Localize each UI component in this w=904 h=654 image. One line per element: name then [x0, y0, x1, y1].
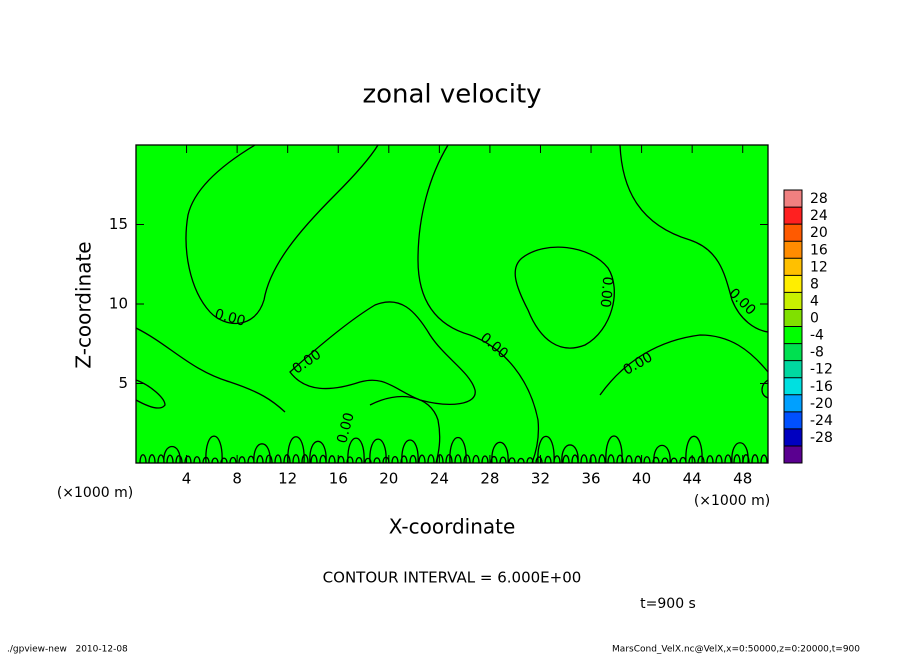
colorbar-label: 0: [810, 311, 819, 327]
y-unit: (×1000 m): [57, 485, 133, 501]
colorbar-box: [784, 292, 802, 310]
contour-interval: CONTOUR INTERVAL = 6.000E+00: [323, 569, 582, 587]
colorbar-box: [784, 428, 802, 446]
contour-line: [139, 435, 768, 464]
colorbar-label: 20: [810, 225, 828, 241]
colorbar-box: [784, 275, 802, 293]
x-tick-label: 20: [379, 470, 398, 488]
colorbar-box: [784, 411, 802, 429]
colorbar-label: -8: [810, 345, 824, 361]
x-tick-label: 40: [632, 470, 651, 488]
colorbar-label: 12: [810, 259, 828, 275]
time-label: t=900 s: [640, 596, 696, 612]
colorbar-box: [784, 445, 802, 463]
colorbar-box: [784, 377, 802, 395]
colorbar-box: [784, 241, 802, 259]
colorbar-label: 8: [810, 276, 819, 292]
colorbar-box: [784, 343, 802, 361]
x-unit: (×1000 m): [694, 493, 770, 509]
colorbar-label: 28: [810, 191, 828, 207]
colorbar-label: -20: [810, 396, 833, 412]
y-tick-label: 10: [109, 295, 128, 313]
x-tick-label: 8: [232, 470, 242, 488]
colorbar-label: -28: [810, 430, 833, 446]
contour-lines: [135, 144, 769, 464]
y-tick-label: 15: [109, 215, 128, 233]
program-label: ./gpview-new 2010-12-08: [7, 645, 128, 654]
chart-title: zonal velocity: [362, 80, 541, 110]
colorbar-box: [784, 309, 802, 327]
colorbar-label: -12: [810, 362, 833, 378]
colorbar-box: [784, 207, 802, 225]
x-tick-label: 44: [683, 470, 702, 488]
x-tick-label: 36: [581, 470, 600, 488]
colorbar-box: [784, 360, 802, 378]
y-axis-label: Z-coordinate: [72, 241, 96, 368]
colorbar-box: [784, 224, 802, 242]
x-tick-label: 32: [531, 470, 550, 488]
colorbar-label: 4: [810, 293, 819, 309]
source-label: MarsCond_VelX.nc@VelX,x=0:50000,z=0:2000…: [612, 645, 860, 654]
colorbar-box: [784, 326, 802, 344]
colorbar-label: -24: [810, 413, 833, 429]
x-tick-label: 12: [278, 470, 297, 488]
x-tick-label: 48: [733, 470, 752, 488]
contour-label: 0.00: [597, 276, 616, 308]
colorbar-label: 24: [810, 208, 828, 224]
colorbar-label: -4: [810, 328, 824, 344]
contour-label: 0.00: [334, 411, 358, 445]
x-tick-label: 24: [430, 470, 449, 488]
colorbar-box: [784, 258, 802, 276]
colorbar-label: 16: [810, 242, 828, 258]
contour-label: 0.00: [213, 306, 247, 330]
x-axis-label: X-coordinate: [389, 515, 516, 539]
colorbar-box: [784, 394, 802, 412]
x-tick-label: 4: [182, 470, 192, 488]
plot-area: [136, 145, 768, 463]
colorbar-box: [784, 190, 802, 208]
y-tick-label: 5: [118, 374, 128, 392]
colorbar-label: -16: [810, 379, 833, 395]
x-tick-label: 28: [480, 470, 499, 488]
x-tick-label: 16: [329, 470, 348, 488]
